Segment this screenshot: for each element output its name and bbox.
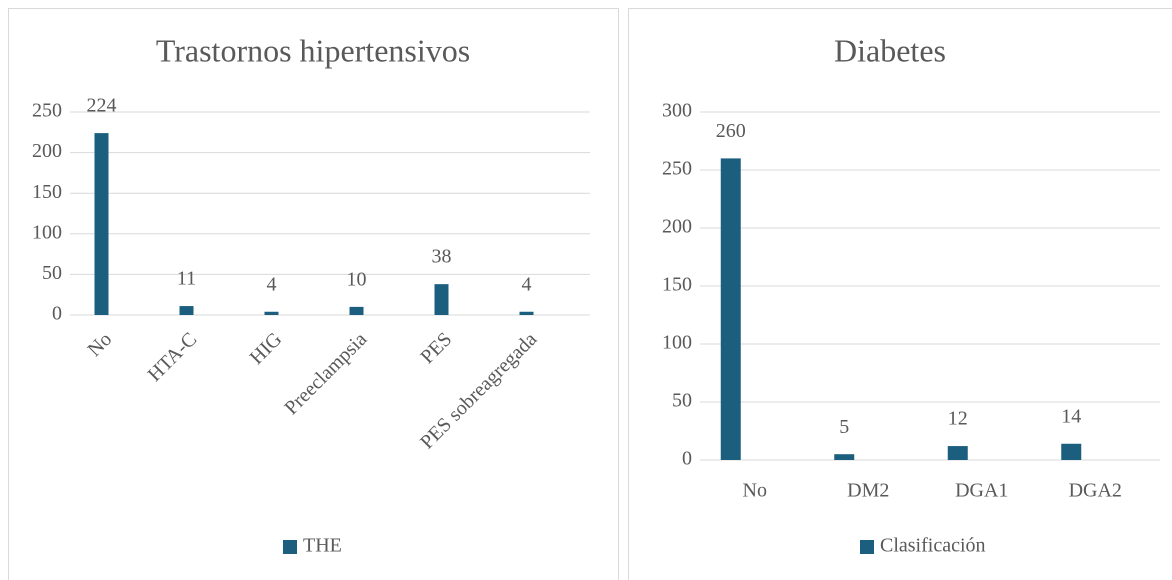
y-tick-label: 150	[32, 181, 62, 203]
chart-title: Trastornos hipertensivos	[156, 32, 470, 68]
bar	[434, 284, 449, 315]
data-label: 14	[1061, 405, 1081, 427]
y-tick-label: 100	[32, 221, 62, 243]
bar	[720, 158, 741, 460]
data-label: 12	[948, 408, 968, 430]
y-tick-label: 200	[32, 140, 62, 162]
data-label: 5	[839, 416, 849, 438]
y-tick-label: 100	[662, 332, 692, 354]
legend-label: Clasificación	[880, 535, 986, 557]
y-tick-label: 50	[672, 390, 692, 412]
data-label: 224	[87, 95, 117, 117]
y-tick-label: 200	[662, 216, 692, 238]
bar	[349, 306, 364, 315]
x-tick-label: DGA1	[955, 480, 1008, 502]
legend-swatch	[860, 540, 874, 554]
y-tick-label: 250	[32, 100, 62, 122]
bar	[94, 133, 109, 315]
data-label: 10	[347, 268, 367, 290]
data-label: 4	[522, 273, 532, 295]
panel	[628, 8, 1172, 580]
data-label: 11	[177, 268, 196, 290]
y-tick-label: 300	[662, 100, 692, 122]
legend-swatch	[283, 540, 297, 554]
x-tick-label: DGA2	[1069, 480, 1122, 502]
y-tick-label: 50	[42, 262, 62, 284]
chart-title: Diabetes	[834, 32, 946, 68]
data-label: 260	[716, 120, 746, 142]
y-tick-label: 0	[682, 448, 692, 470]
x-tick-label: No	[743, 480, 767, 502]
bar	[179, 306, 194, 315]
y-tick-label: 250	[662, 158, 692, 180]
y-tick-label: 0	[52, 303, 62, 325]
y-tick-label: 150	[662, 274, 692, 296]
bar	[264, 311, 279, 315]
x-tick-label: DM2	[847, 480, 889, 502]
bar	[834, 454, 855, 460]
data-label: 38	[432, 246, 452, 268]
bar	[1061, 443, 1082, 460]
data-label: 4	[267, 273, 277, 295]
panel	[8, 8, 619, 580]
bar	[519, 311, 534, 315]
legend-label: THE	[303, 535, 342, 557]
bar	[947, 446, 968, 460]
